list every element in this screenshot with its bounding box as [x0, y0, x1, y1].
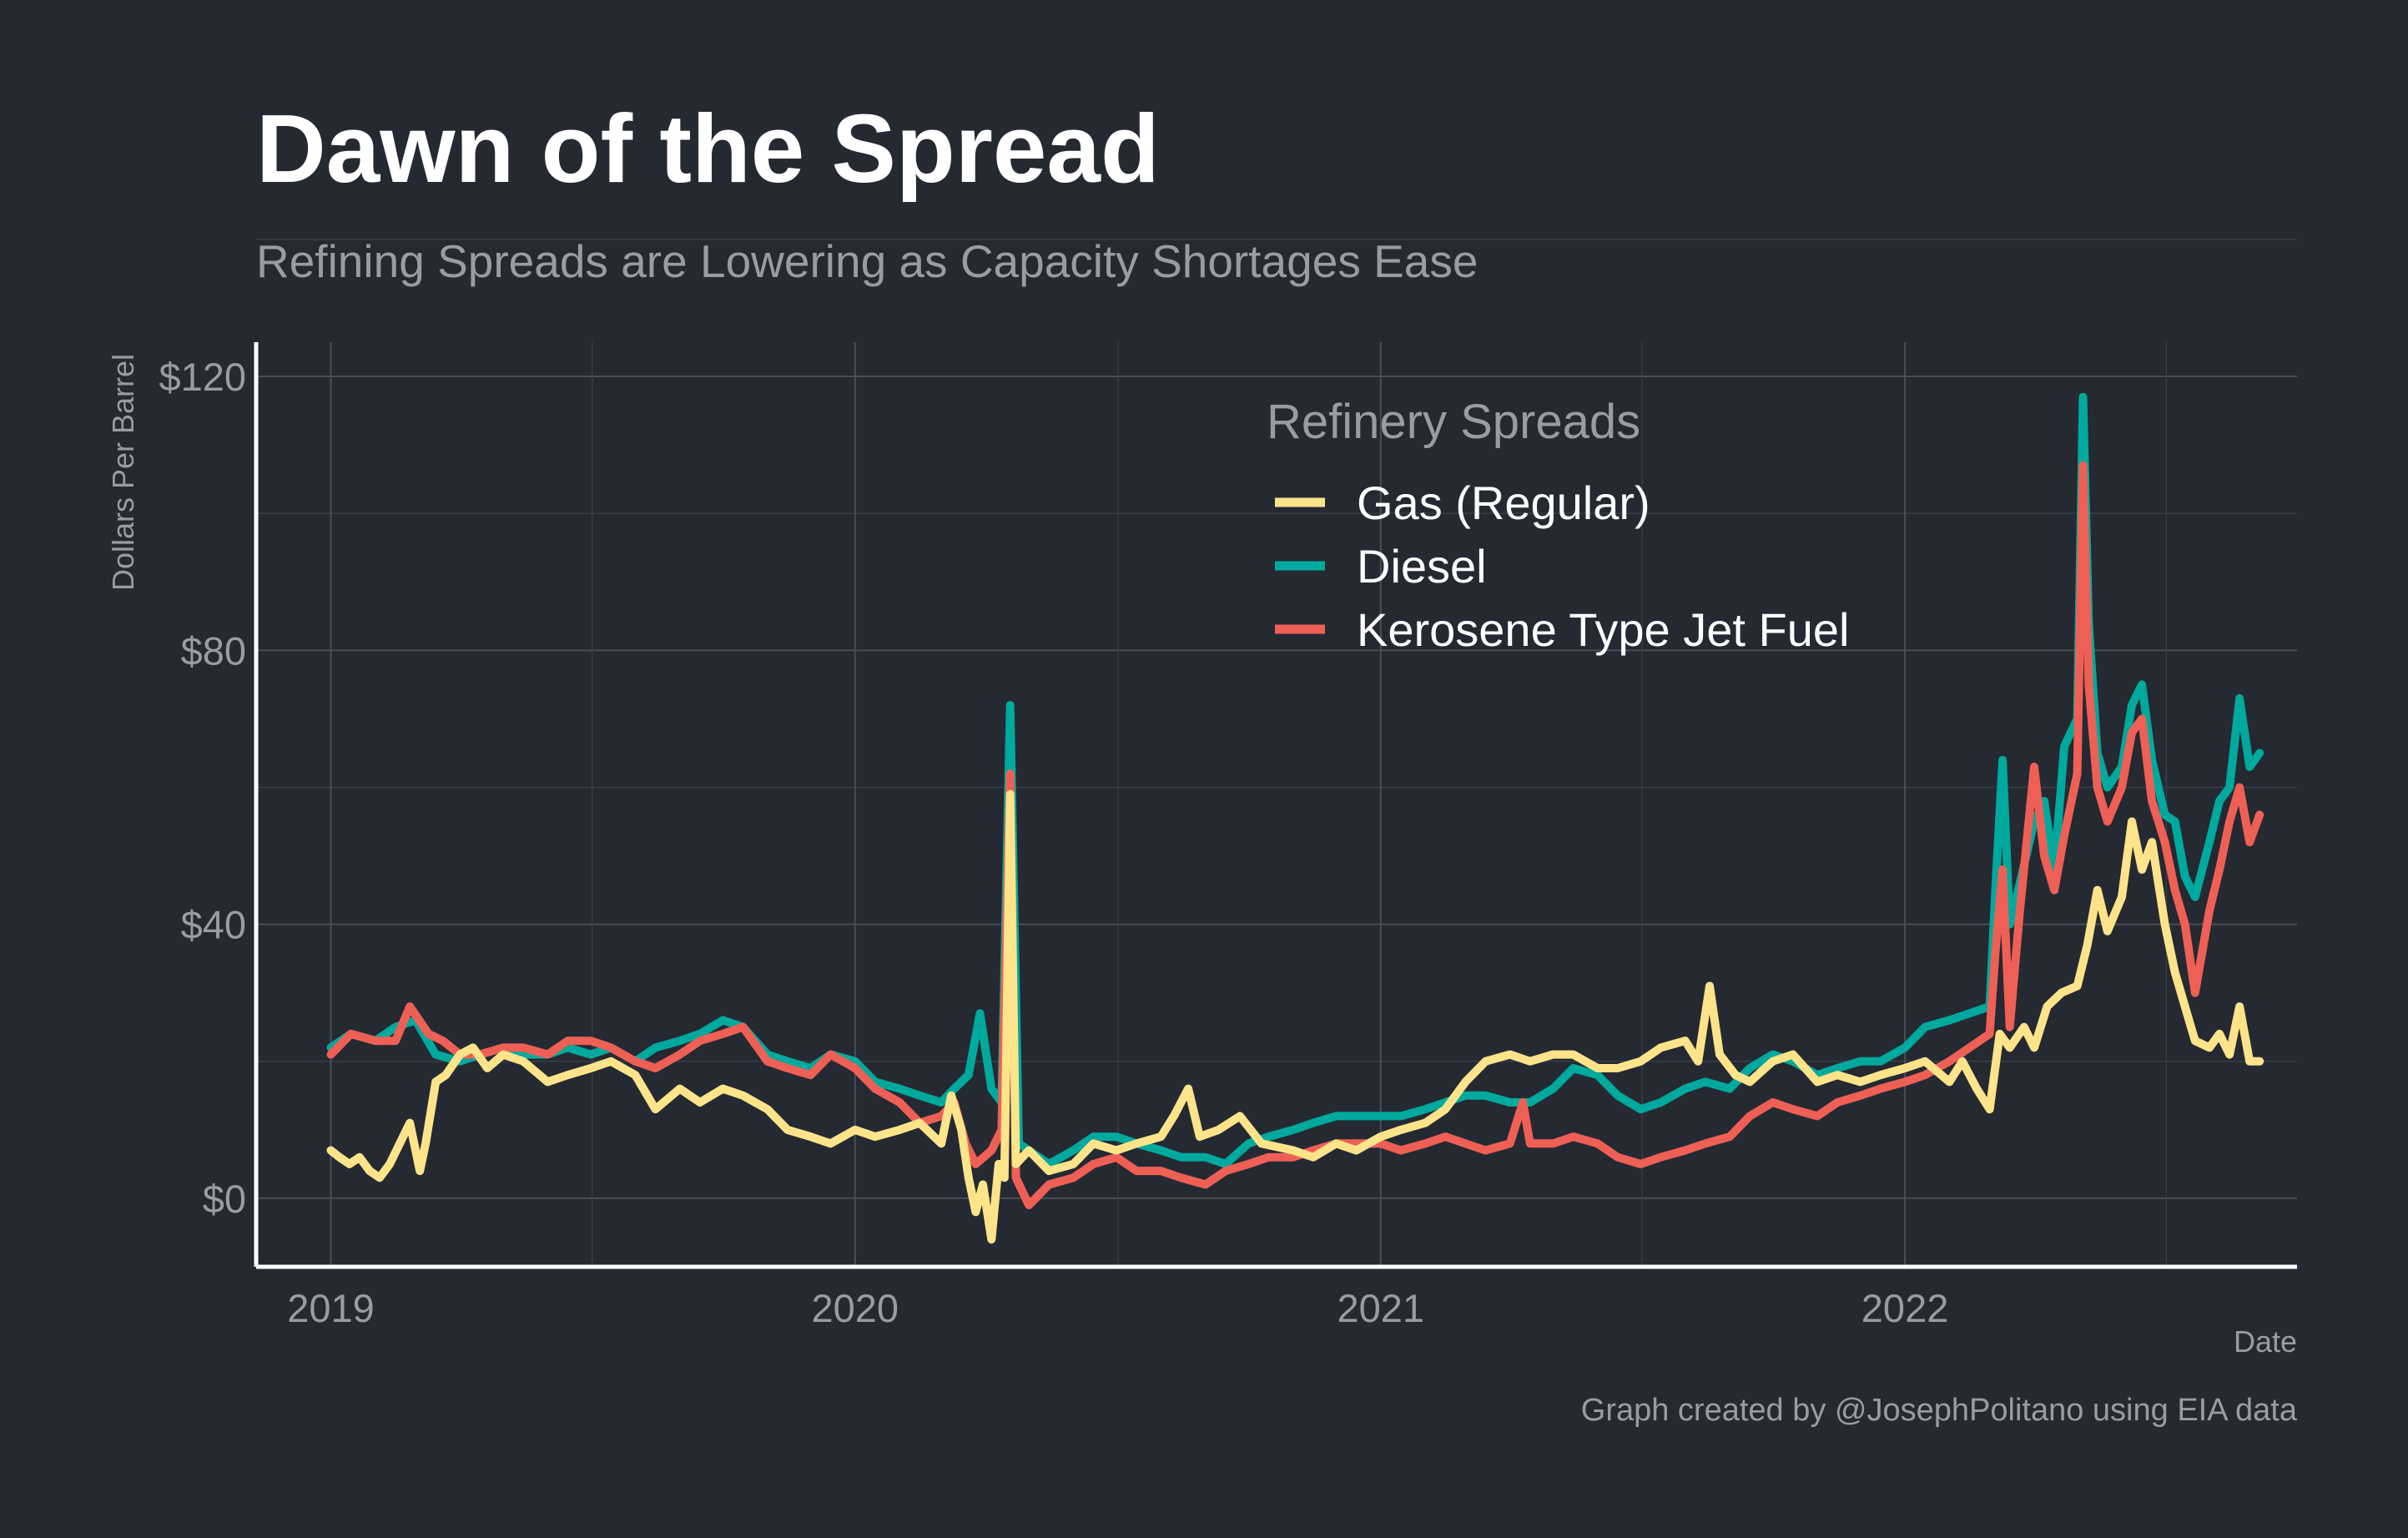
x-tick-label: 2022: [1861, 1286, 1949, 1330]
x-tick-label: 2020: [812, 1286, 899, 1330]
legend-label: Gas (Regular): [1357, 477, 1650, 529]
chart-caption: Graph created by @JosephPolitano using E…: [1581, 1393, 2298, 1428]
y-tick-label: $80: [181, 628, 246, 673]
y-tick-label: $40: [181, 903, 246, 947]
y-tick-label: $120: [159, 355, 246, 399]
legend-label: Diesel: [1357, 540, 1487, 593]
y-axis-ticks: $0 $40 $80 $120: [159, 355, 246, 1221]
legend-label: Kerosene Type Jet Fuel: [1357, 603, 1849, 656]
x-tick-label: 2019: [287, 1286, 375, 1330]
chart-subtitle: Refining Spreads are Lowering as Capacit…: [256, 235, 1478, 287]
series-layer: [326, 392, 2264, 1244]
y-axis-title: Dollars Per Barrel: [106, 354, 140, 591]
series-line-kerosene-type-jet-fuel: [326, 461, 2264, 1210]
x-axis-title: Date: [2234, 1324, 2297, 1359]
x-tick-label: 2021: [1337, 1286, 1425, 1330]
x-axis-ticks: 2019 2020 2021 2022: [287, 1286, 1948, 1330]
legend-title: Refinery Spreads: [1267, 395, 1640, 449]
legend: Refinery Spreads Gas (Regular) Diesel Kero…: [1267, 395, 1849, 656]
y-tick-label: $0: [203, 1177, 246, 1221]
gridlines: [256, 239, 2297, 1267]
series-line-gas-regular: [326, 789, 2264, 1244]
chart-title: Dawn of the Spread: [256, 94, 1160, 203]
